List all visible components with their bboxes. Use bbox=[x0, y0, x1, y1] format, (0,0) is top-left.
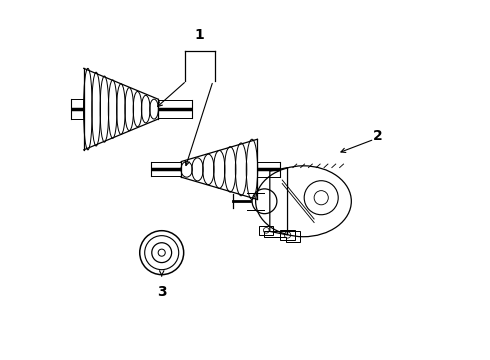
Text: 1: 1 bbox=[195, 28, 205, 42]
Text: 3: 3 bbox=[157, 285, 167, 299]
Text: 2: 2 bbox=[373, 129, 383, 143]
